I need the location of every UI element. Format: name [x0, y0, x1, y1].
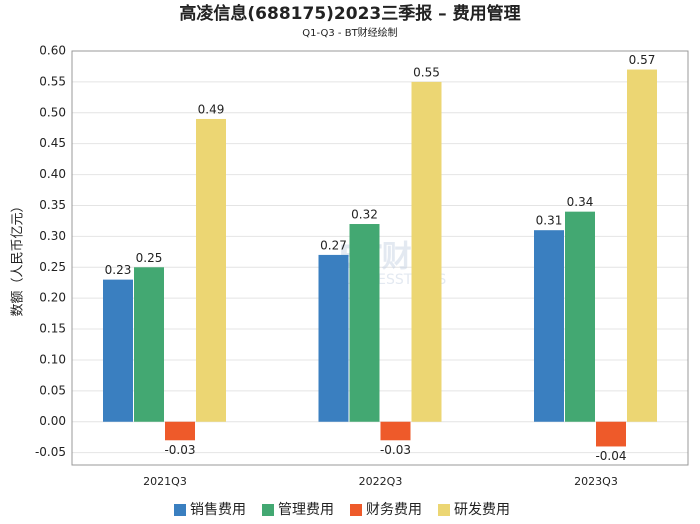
- data-label: 0.57: [629, 53, 656, 67]
- bar: [318, 254, 349, 422]
- data-label: 0.49: [198, 102, 225, 116]
- legend-swatch: [262, 504, 274, 516]
- data-label: 0.34: [567, 195, 594, 209]
- chart-subtitle: Q1-Q3 - BT财经绘制: [302, 26, 397, 39]
- y-tick-label: -0.05: [35, 445, 66, 459]
- bar: [134, 267, 164, 422]
- bar: [565, 211, 595, 422]
- bar: [534, 230, 564, 422]
- plot-frame: [71, 50, 689, 466]
- y-tick-label: 0.15: [39, 322, 66, 336]
- x-tick-label: 2022Q3: [359, 475, 403, 488]
- y-tick-label: 0.05: [39, 383, 66, 397]
- y-tick-label: 0.20: [39, 291, 66, 305]
- legend-label: 销售费用: [190, 502, 246, 518]
- data-label: 0.31: [536, 214, 563, 228]
- legend-label: 研发费用: [454, 502, 510, 518]
- y-axis-label: 数额（人民币亿元）: [11, 199, 26, 316]
- bar: [380, 421, 411, 441]
- y-tick-label: 0.40: [39, 167, 66, 181]
- y-tick-label: 0.50: [39, 105, 66, 119]
- bar: [103, 279, 133, 422]
- data-label: -0.03: [164, 443, 195, 457]
- legend-swatch: [438, 504, 450, 516]
- y-tick-label: 0.00: [39, 414, 66, 428]
- bar: [349, 224, 380, 422]
- legend-label: 管理费用: [278, 502, 334, 518]
- data-label: 0.27: [320, 238, 347, 252]
- bar: [596, 421, 626, 447]
- bar: [165, 421, 195, 441]
- data-label: -0.03: [380, 443, 411, 457]
- data-label: -0.04: [595, 449, 626, 463]
- legend-label: 财务费用: [366, 502, 422, 518]
- y-tick-label: 0.35: [39, 198, 66, 212]
- bar: [411, 81, 442, 422]
- data-label: 0.25: [136, 251, 163, 265]
- data-label: 0.32: [351, 208, 378, 222]
- legend-swatch: [350, 504, 362, 516]
- bar: [196, 118, 226, 422]
- y-tick-label: 0.55: [39, 74, 66, 88]
- y-tick-label: 0.10: [39, 352, 66, 366]
- data-label: 0.55: [413, 65, 440, 79]
- legend-swatch: [174, 504, 186, 516]
- data-label: 0.23: [105, 263, 132, 277]
- chart-title: 高凌信息(688175)2023三季报 – 费用管理: [179, 3, 520, 24]
- bar: [627, 69, 657, 422]
- y-tick-label: 0.45: [39, 136, 66, 150]
- y-tick-label: 0.30: [39, 229, 66, 243]
- x-tick-label: 2023Q3: [574, 475, 618, 488]
- y-tick-label: 0.60: [39, 44, 66, 58]
- x-tick-label: 2021Q3: [143, 475, 187, 488]
- y-tick-label: 0.25: [39, 260, 66, 274]
